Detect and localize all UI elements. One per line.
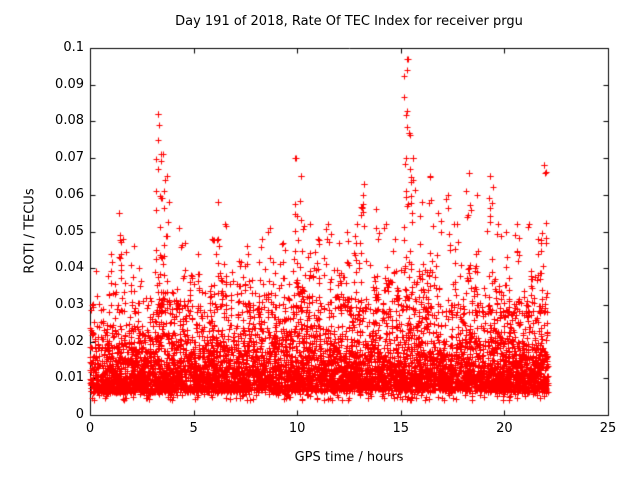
y-tick-label: 0.09 [55,76,84,92]
x-tick-label: 5 [189,421,198,436]
y-tick-label: 0.1 [63,40,84,55]
y-tick-label: 0 [75,407,84,422]
y-axis-label: ROTI / TECUs [22,188,38,274]
x-tick-label: 25 [599,421,617,436]
y-tick-label: 0.06 [55,186,84,202]
y-tick-label: 0.05 [55,223,84,239]
y-tick-label: 0.08 [55,113,84,129]
x-tick-label: 15 [392,421,410,436]
chart-title: Day 191 of 2018, Rate Of TEC Index for r… [175,14,523,29]
y-tick-label: 0.07 [55,150,84,166]
x-tick-label: 10 [288,421,306,436]
y-tick-label: 0.03 [55,296,84,312]
x-tick-label: 20 [496,421,513,436]
y-tick-label: 0.04 [55,260,84,276]
y-tick-label: 0.01 [55,370,84,386]
y-tick-label: 0.02 [55,333,84,349]
x-tick-label: 0 [85,421,95,436]
x-axis-label: GPS time / hours [294,450,404,465]
